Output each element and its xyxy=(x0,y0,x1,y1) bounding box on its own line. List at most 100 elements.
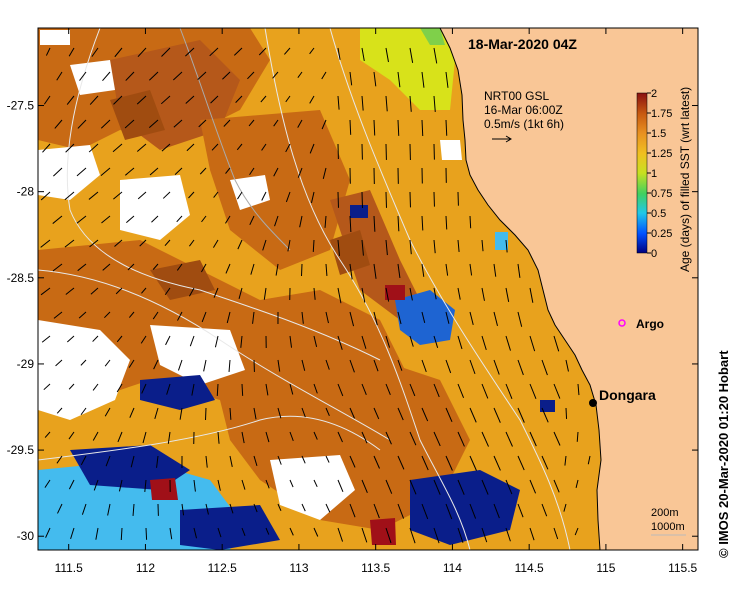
current-vector xyxy=(263,287,267,300)
current-vector xyxy=(213,287,219,298)
current-vector xyxy=(421,503,429,520)
current-vector xyxy=(361,47,365,62)
current-vector xyxy=(205,503,209,515)
current-vector xyxy=(225,167,231,174)
current-vector xyxy=(68,431,75,440)
current-vector xyxy=(137,47,147,58)
current-vector xyxy=(237,191,243,200)
current-vector xyxy=(253,503,258,513)
colorbar-tick-label: 0.25 xyxy=(651,228,672,240)
current-vector xyxy=(433,47,438,64)
current-vector xyxy=(52,215,63,224)
current-vector xyxy=(575,479,579,489)
current-vector xyxy=(100,119,111,129)
current-vector xyxy=(164,239,171,246)
contour-deep-1 xyxy=(66,28,381,361)
place-dongara: Dongara xyxy=(589,387,656,407)
current-vector xyxy=(93,479,99,491)
current-vector xyxy=(92,431,99,441)
current-vector xyxy=(289,335,293,348)
cloud-gap-2 xyxy=(120,175,190,240)
current-vector xyxy=(152,311,159,320)
current-vector xyxy=(247,71,255,80)
current-vector xyxy=(128,359,135,368)
current-vector xyxy=(57,503,63,514)
current-vector xyxy=(100,167,111,176)
current-vector xyxy=(385,431,392,445)
cyan-patch-coast xyxy=(495,232,508,250)
current-vector xyxy=(337,239,340,256)
current-vector xyxy=(44,431,51,438)
current-vector xyxy=(203,359,207,372)
x-tick-label: 112.5 xyxy=(208,561,237,575)
current-vector xyxy=(193,479,196,492)
current-vector xyxy=(217,527,222,538)
current-vector xyxy=(132,503,135,516)
current-vector xyxy=(297,167,303,178)
current-vector xyxy=(337,431,343,443)
current-vector xyxy=(273,167,279,177)
plot-frame xyxy=(37,27,699,551)
current-vector xyxy=(265,383,269,396)
current-vector xyxy=(137,191,147,200)
current-vector xyxy=(517,359,524,376)
depth-legend-200m: 200m xyxy=(651,507,679,519)
current-vector xyxy=(397,71,401,88)
current-vector xyxy=(409,527,416,544)
current-vector xyxy=(349,311,355,327)
current-vector xyxy=(128,311,135,318)
current-vector xyxy=(127,263,135,271)
current-vector xyxy=(553,527,559,540)
x-tick-label: 112 xyxy=(136,561,155,575)
current-vector xyxy=(457,383,465,399)
current-vector xyxy=(313,479,318,488)
current-vector xyxy=(285,95,291,103)
current-vector xyxy=(64,191,75,201)
current-vector xyxy=(312,239,315,252)
current-vector xyxy=(493,407,501,423)
current-vector xyxy=(373,407,380,420)
current-vector xyxy=(238,287,243,299)
current-vector xyxy=(313,335,318,348)
colorbar-tick-label: 1 xyxy=(651,168,657,180)
current-vector xyxy=(177,359,183,371)
current-vector xyxy=(421,215,424,231)
current-vector xyxy=(172,71,183,81)
current-vector xyxy=(337,479,344,492)
current-vector xyxy=(505,335,511,351)
current-legend-line1: NRT00 GSL xyxy=(484,89,549,103)
current-vector xyxy=(235,95,243,103)
current-legend-line3: 0.5m/s (1kt 6h) xyxy=(484,117,564,131)
x-tick-label: 111.5 xyxy=(55,561,84,575)
cloud-gap-4 xyxy=(38,320,130,420)
current-vector xyxy=(324,215,327,228)
current-vector xyxy=(64,239,75,248)
current-vector xyxy=(240,335,243,348)
current-vector xyxy=(517,455,525,471)
current-vector xyxy=(284,47,291,55)
colorbar-tick-label: 1.25 xyxy=(651,148,672,160)
credit-text: © IMOS 20-Mar-2020 01:20 Hobart xyxy=(716,350,731,558)
recent-sst-patches xyxy=(38,205,555,550)
current-vector xyxy=(409,479,417,495)
current-vector xyxy=(161,143,171,152)
red-patch-2 xyxy=(370,518,396,545)
current-vector xyxy=(225,215,231,224)
current-vector xyxy=(577,383,580,396)
yellow-region-edge xyxy=(420,28,445,45)
current-vector xyxy=(81,503,87,515)
current-vector xyxy=(421,455,429,471)
current-vector xyxy=(223,119,231,127)
current-vector xyxy=(40,191,51,201)
current-vector xyxy=(148,119,159,129)
current-vector xyxy=(285,143,291,153)
current-vector xyxy=(241,527,246,537)
current-vector xyxy=(469,455,477,471)
dongara-label: Dongara xyxy=(599,387,656,403)
current-vector xyxy=(56,407,63,414)
current-vector xyxy=(361,95,364,111)
current-vector xyxy=(445,263,449,276)
colorbar-tick-label: 1.75 xyxy=(651,108,672,120)
y-tick-label: -29 xyxy=(17,357,35,371)
x-tick-label: 114 xyxy=(443,561,462,575)
